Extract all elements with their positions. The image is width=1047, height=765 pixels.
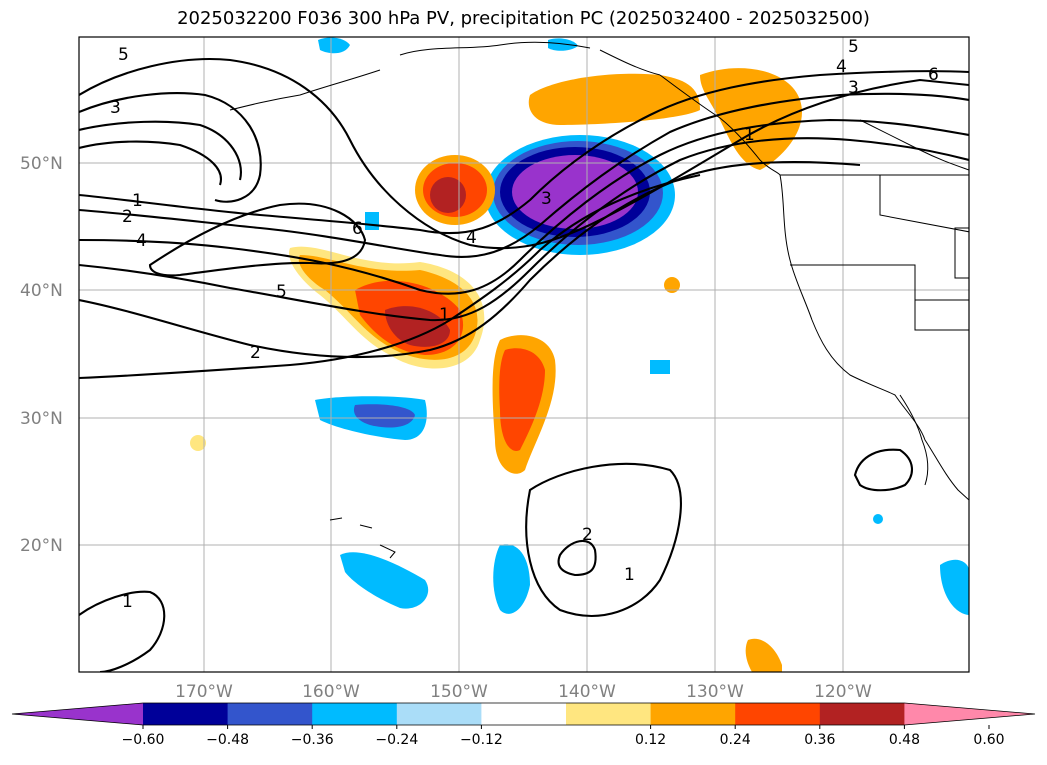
colorbar-extend-high	[904, 703, 1035, 725]
contour-label: 5	[848, 37, 859, 57]
neg-shade-hawaii-east	[340, 552, 429, 609]
neg-shade-mexico	[940, 559, 969, 615]
contour-label: 1	[744, 125, 755, 145]
lon-label: 130°W	[686, 682, 744, 702]
pv-contours	[79, 58, 969, 672]
contour-label: 1	[624, 565, 635, 585]
lat-label: 20°N	[20, 536, 63, 556]
colorbar-tick-label: −0.36	[291, 732, 334, 748]
contour-label: 5	[276, 282, 287, 302]
contour-label: 1	[122, 592, 133, 612]
neg-shade-small-3	[873, 514, 883, 524]
lat-label: 30°N	[20, 409, 63, 429]
pos-shade-south-core	[499, 348, 545, 451]
contour-label: 6	[928, 65, 939, 85]
contour-label: 1	[132, 191, 143, 211]
contour-labels: 5 3 1 2 4 6 5 2 3 4 1 5 4 3 6 1 2 1 1	[110, 37, 939, 612]
lon-label: 160°W	[302, 682, 360, 702]
map-title: 2025032200 F036 300 hPa PV, precipitatio…	[177, 8, 870, 29]
colorbar-tick-label: 0.24	[720, 732, 751, 748]
lat-label: 50°N	[20, 154, 63, 174]
colorbar-tick-label: −0.48	[206, 732, 249, 748]
colorbar-tick-label: 0.36	[804, 732, 835, 748]
colorbar-segment	[227, 703, 313, 725]
colorbar-tick-label: −0.60	[122, 732, 165, 748]
contour-label: 2	[122, 207, 133, 227]
neg-shade-south-central	[493, 544, 530, 614]
colorbar-segment	[143, 703, 229, 725]
precip-shading	[190, 37, 969, 672]
colorbar-segment	[396, 703, 482, 725]
colorbar-extend-low	[12, 703, 143, 725]
contour-label: 2	[582, 525, 593, 545]
neg-shade-small-2	[650, 360, 670, 374]
pos-shade-pacific-northwest	[700, 68, 802, 170]
lon-label: 170°W	[175, 682, 233, 702]
latitude-labels: 50°N 40°N 30°N 20°N	[20, 154, 63, 556]
lon-label: 120°W	[814, 682, 872, 702]
neg-shade-south-core	[353, 404, 415, 428]
colorbar: −0.60 −0.48 −0.36 −0.24 −0.12 0.12 0.24 0.36 0.4…	[11, 702, 1036, 748]
pos-shade-small-1	[664, 277, 680, 293]
pos-shade-small-2	[190, 435, 206, 451]
contour-label: 3	[848, 78, 859, 98]
contour-label: 3	[541, 189, 552, 209]
contour-label: 4	[466, 228, 477, 248]
colorbar-tick-label: 0.48	[889, 732, 920, 748]
lat-label: 40°N	[20, 281, 63, 301]
contour-label: 4	[836, 57, 847, 77]
lon-label: 140°W	[558, 682, 616, 702]
pos-shade-south-edge	[745, 638, 782, 672]
longitude-labels: 170°W 160°W 150°W 140°W 130°W 120°W	[175, 682, 872, 702]
contour-label: 4	[136, 231, 147, 251]
colorbar-segment	[312, 703, 398, 725]
map-panel: 5 3 1 2 4 6 5 2 3 4 1 5 4 3 6 1 2 1 1	[79, 37, 969, 672]
colorbar-segment	[650, 703, 736, 725]
map-border	[78, 36, 970, 673]
colorbar-segment	[819, 703, 905, 725]
contour-label: 5	[118, 45, 129, 65]
contour-label: 1	[439, 305, 450, 325]
colorbar-tick-label: −0.12	[460, 732, 503, 748]
gridlines	[79, 37, 969, 672]
neg-shade-north-central	[548, 38, 578, 51]
neg-shade-center-core	[512, 155, 638, 229]
neg-shade-small-1	[365, 212, 379, 230]
colorbar-tick-label: −0.24	[375, 732, 418, 748]
colorbar-segment	[735, 703, 821, 725]
contour-label: 6	[352, 219, 363, 239]
contour-label: 2	[250, 343, 261, 363]
lon-label: 150°W	[430, 682, 488, 702]
pos-shade-north-core	[430, 177, 466, 213]
colorbar-segment	[481, 703, 567, 725]
colorbar-tick-label: 0.60	[973, 732, 1004, 748]
colorbar-tick-label: 0.12	[635, 732, 666, 748]
neg-shade-north-west	[318, 37, 350, 54]
contour-label: 3	[110, 98, 121, 118]
colorbar-segment	[566, 703, 652, 725]
